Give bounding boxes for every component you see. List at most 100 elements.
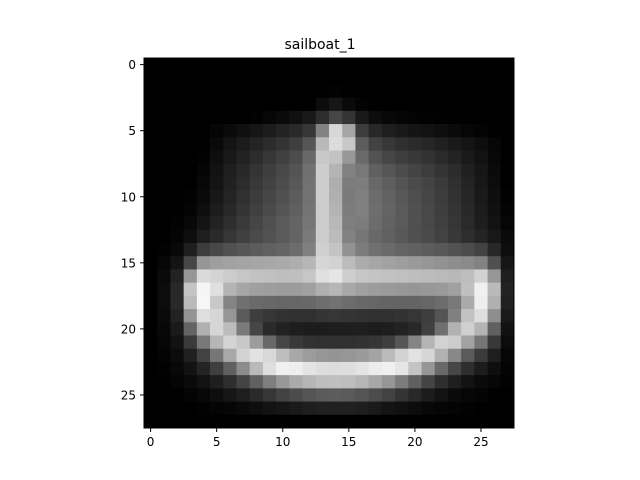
- heatmap-cell: [170, 97, 184, 112]
- heatmap-cell: [329, 176, 343, 191]
- heatmap-cell: [487, 84, 502, 98]
- heatmap-cell: [368, 137, 383, 151]
- heatmap-cell: [355, 203, 369, 217]
- heatmap-cell: [196, 71, 211, 85]
- heatmap-cell: [262, 203, 277, 217]
- heatmap-cell: [276, 348, 290, 363]
- heatmap-cell: [183, 256, 198, 270]
- heatmap-cell: [355, 309, 369, 323]
- heatmap-cell: [434, 137, 449, 151]
- heatmap-cell: [249, 309, 264, 323]
- heatmap-cell: [223, 295, 237, 310]
- heatmap-cell: [249, 163, 264, 178]
- heatmap-cell: [315, 58, 330, 72]
- heatmap-cell: [210, 58, 224, 72]
- heatmap-cell: [408, 388, 422, 402]
- heatmap-cell: [236, 309, 251, 323]
- heatmap-cell: [355, 282, 369, 297]
- heatmap-cell: [500, 414, 515, 429]
- heatmap-cell: [381, 190, 396, 204]
- heatmap-cell: [157, 269, 171, 283]
- heatmap-cell: [249, 124, 264, 138]
- heatmap-cell: [474, 361, 488, 376]
- heatmap-cell: [315, 190, 330, 204]
- heatmap-cell: [276, 269, 290, 283]
- heatmap-cell: [210, 295, 224, 310]
- heatmap-cell: [262, 282, 277, 297]
- heatmap-cell: [144, 243, 158, 257]
- heatmap-cell: [329, 375, 343, 389]
- heatmap-cell: [381, 401, 396, 416]
- heatmap-cell: [395, 163, 409, 178]
- heatmap-cell: [342, 414, 356, 429]
- heatmap-cell: [329, 190, 343, 204]
- heatmap-cell: [368, 71, 383, 85]
- heatmap-cell: [500, 190, 515, 204]
- heatmap-cell: [368, 84, 383, 98]
- heatmap-cell: [262, 309, 277, 323]
- heatmap-cell: [289, 322, 303, 336]
- heatmap-cell: [342, 176, 356, 191]
- heatmap-cell: [196, 137, 211, 151]
- heatmap-cell: [144, 203, 158, 217]
- heatmap-cell: [289, 269, 303, 283]
- heatmap-cell: [236, 335, 251, 350]
- heatmap-cell: [368, 401, 383, 416]
- heatmap-cell: [315, 137, 330, 151]
- heatmap-cell: [500, 71, 515, 85]
- heatmap-cell: [355, 322, 369, 336]
- heatmap-cell: [183, 309, 198, 323]
- heatmap-cell: [421, 414, 436, 429]
- heatmap-cell: [500, 295, 515, 310]
- heatmap-cell: [487, 269, 502, 283]
- heatmap-cell: [461, 388, 475, 402]
- heatmap-cell: [447, 243, 462, 257]
- heatmap-cell: [381, 309, 396, 323]
- heatmap-cell: [368, 97, 383, 112]
- heatmap-cell: [434, 256, 449, 270]
- heatmap-cell: [408, 414, 422, 429]
- heatmap-cell: [223, 84, 237, 98]
- heatmap-cell: [223, 190, 237, 204]
- heatmap-cell: [210, 414, 224, 429]
- heatmap-cell: [170, 401, 184, 416]
- heatmap-cell: [342, 84, 356, 98]
- heatmap-cell: [210, 190, 224, 204]
- heatmap-cell: [368, 295, 383, 310]
- heatmap-cell: [487, 229, 502, 244]
- heatmap-cell: [421, 124, 436, 138]
- heatmap-cell: [329, 243, 343, 257]
- heatmap-cell: [342, 203, 356, 217]
- heatmap-cell: [408, 216, 422, 231]
- heatmap-cell: [342, 256, 356, 270]
- heatmap-cell: [329, 150, 343, 165]
- heatmap-cell: [487, 335, 502, 350]
- heatmap-cell: [144, 176, 158, 191]
- heatmap-cell: [474, 203, 488, 217]
- heatmap-cell: [395, 309, 409, 323]
- heatmap-cell: [408, 71, 422, 85]
- heatmap-cell: [342, 150, 356, 165]
- heatmap-cell: [342, 110, 356, 125]
- heatmap-cell: [210, 269, 224, 283]
- heatmap-cell: [395, 71, 409, 85]
- heatmap-cell: [183, 229, 198, 244]
- heatmap-cell: [408, 229, 422, 244]
- heatmap-cell: [434, 335, 449, 350]
- heatmap-cell: [434, 388, 449, 402]
- heatmap-cell: [408, 269, 422, 283]
- heatmap-cell: [381, 110, 396, 125]
- heatmap-cell: [315, 84, 330, 98]
- heatmap-cell: [434, 375, 449, 389]
- heatmap-cell: [170, 243, 184, 257]
- heatmap-cell: [368, 388, 383, 402]
- heatmap-cell: [157, 163, 171, 178]
- heatmap-cell: [196, 124, 211, 138]
- heatmap-cell: [421, 150, 436, 165]
- heatmap-cell: [262, 401, 277, 416]
- heatmap-cell: [210, 229, 224, 244]
- heatmap-cell: [342, 58, 356, 72]
- heatmap-cell: [223, 243, 237, 257]
- heatmap-cell: [355, 97, 369, 112]
